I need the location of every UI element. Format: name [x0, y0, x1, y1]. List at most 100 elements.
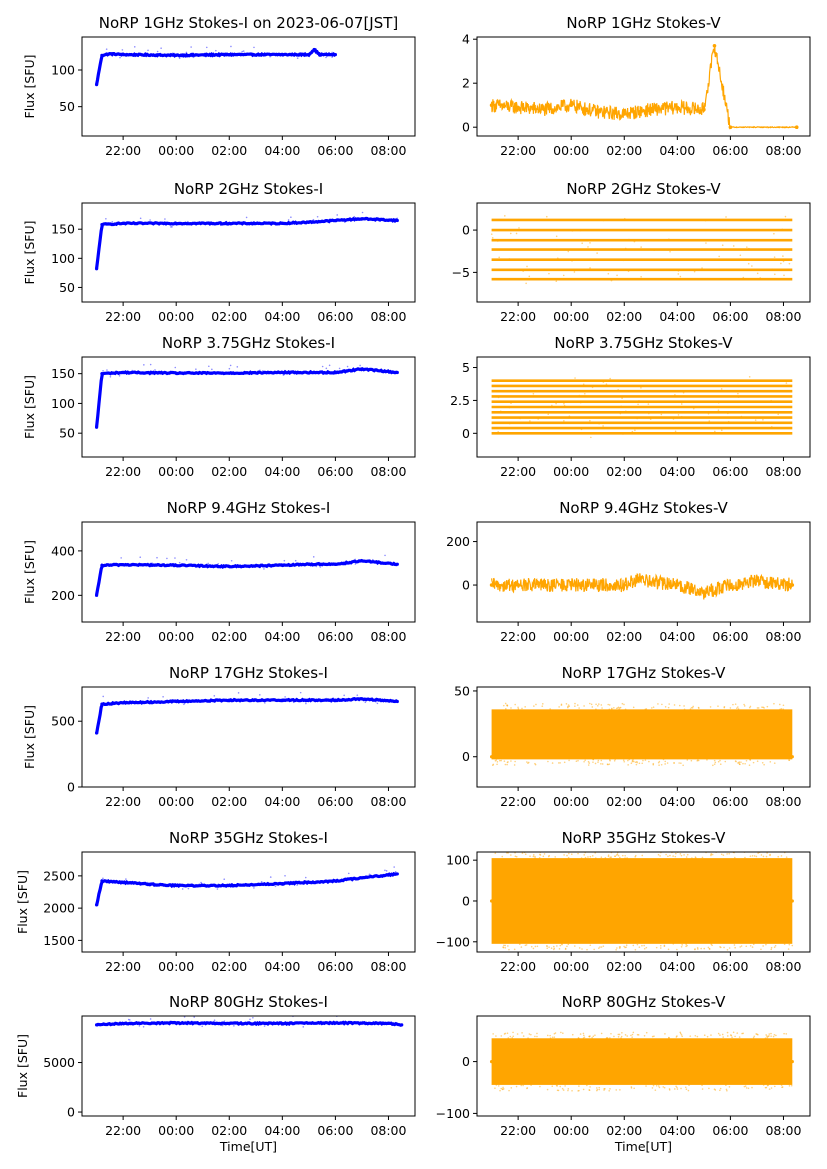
noise-point: [266, 566, 269, 569]
data-point: [100, 702, 104, 706]
noise-point: [666, 762, 669, 764]
noise-point: [769, 761, 772, 763]
chart-title: NoRP 80GHz Stokes-V: [562, 993, 727, 1011]
noise-point: [683, 705, 685, 707]
noise-point: [522, 1084, 524, 1087]
noise-point: [330, 701, 333, 703]
noise-point: [744, 762, 746, 765]
noise-point: [625, 944, 628, 947]
data-point: [675, 583, 680, 587]
x-tick-label: 06:00: [712, 794, 748, 809]
noise-point: [628, 758, 631, 761]
noise-point: [635, 763, 638, 766]
noise-point: [563, 419, 565, 422]
noise-point: [689, 1035, 692, 1037]
noise-point: [372, 219, 374, 222]
noise-point: [680, 762, 682, 764]
noise-point: [328, 364, 331, 367]
noise-point: [657, 1085, 660, 1087]
noise-point: [638, 946, 641, 948]
noise-point: [574, 705, 576, 707]
noise-point: [746, 246, 748, 248]
subplot-13: 0 5000 22:00 00:00 02:00 04:00 06:00 08:00 NoRP …: [15, 993, 416, 1154]
noise-point: [242, 50, 245, 52]
noise-point: [513, 948, 516, 951]
noise-point: [655, 946, 658, 949]
data-point: [794, 125, 799, 129]
noise-point: [592, 758, 594, 761]
noise-point: [597, 704, 599, 707]
noise-point: [510, 854, 512, 856]
noise-point: [701, 1084, 703, 1087]
noise-point: [106, 369, 108, 371]
subplot-3: 50 100 150 22:00 00:00 02:00 04:00 06:00 08:00 No…: [22, 180, 416, 324]
noise-point: [267, 565, 270, 567]
noise-point: [267, 370, 269, 372]
noise-point: [667, 948, 670, 951]
noise-point: [774, 1085, 776, 1088]
noise-point: [749, 758, 751, 761]
noise-point: [631, 1033, 634, 1036]
data-point: [489, 899, 494, 903]
noise-point: [181, 888, 184, 890]
noise-point: [602, 425, 604, 427]
noise-point: [332, 697, 335, 700]
noise-point: [200, 223, 202, 225]
noise-point: [668, 1089, 671, 1091]
noise-point: [555, 235, 558, 238]
y-axis-label: Flux [SFU]: [22, 221, 37, 285]
noise-point: [536, 945, 539, 948]
x-tick-label: 06:00: [317, 464, 353, 479]
noise-point: [217, 883, 220, 885]
noise-point: [785, 1033, 788, 1035]
noise-point: [354, 558, 357, 561]
noise-point: [393, 866, 395, 868]
data-point: [108, 52, 112, 56]
noise-point: [311, 565, 314, 568]
noise-point: [624, 854, 626, 857]
y-tick-label: 500: [51, 714, 75, 729]
noise-point: [295, 371, 298, 374]
x-tick-label: 22:00: [500, 464, 536, 479]
noise-point: [504, 702, 507, 705]
noise-point: [760, 948, 762, 951]
series-marks: [94, 363, 399, 429]
chart-title: NoRP 9.4GHz Stokes-V: [559, 499, 728, 517]
noise-point: [701, 856, 704, 859]
x-tick-label: 08:00: [370, 1123, 406, 1138]
x-tick-label: 04:00: [659, 143, 695, 158]
data-point: [121, 563, 125, 567]
series-marks: [94, 866, 399, 907]
noise-point: [616, 947, 618, 949]
y-tick-label: 2000: [43, 901, 75, 916]
noise-point: [384, 554, 386, 557]
data-point: [569, 103, 573, 107]
noise-point: [321, 365, 324, 368]
noise-point: [621, 397, 623, 400]
noise-point: [690, 759, 693, 762]
data-point: [121, 370, 125, 375]
noise-point: [636, 943, 639, 946]
noise-point: [641, 762, 644, 765]
x-tick-label: 06:00: [317, 309, 353, 324]
noise-point: [305, 221, 308, 223]
noise-point: [139, 217, 142, 220]
noise-point: [618, 1033, 621, 1036]
noise-point: [554, 1032, 557, 1034]
noise-point: [559, 944, 562, 947]
data-point: [755, 578, 759, 583]
noise-point: [685, 943, 687, 945]
noise-point: [631, 430, 634, 433]
noise-point: [578, 947, 581, 949]
noise-point: [621, 702, 624, 705]
noise-point: [526, 761, 528, 763]
noise-point: [791, 944, 794, 947]
noise-point: [765, 1086, 768, 1089]
noise-point: [546, 1034, 549, 1037]
noise-point: [726, 1089, 728, 1092]
noise-point: [147, 49, 149, 52]
noise-point: [221, 1024, 224, 1027]
noise-point: [568, 415, 571, 417]
noise-point: [773, 256, 776, 258]
noise-point: [651, 1087, 654, 1089]
